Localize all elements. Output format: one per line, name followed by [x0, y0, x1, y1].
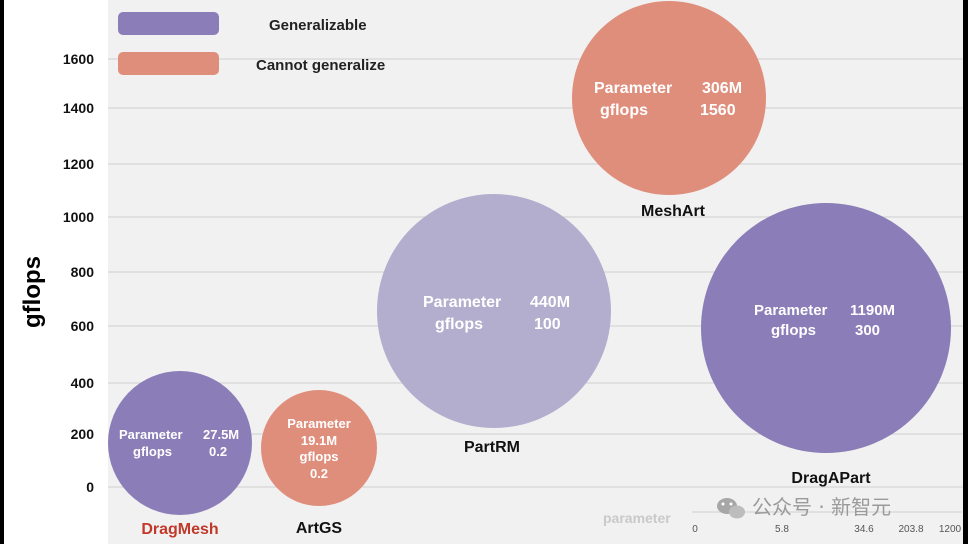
x-axis-title: parameter — [603, 510, 671, 526]
x-tick-label: 1200 — [939, 524, 962, 535]
y-tick-labels: 0 200 400 600 800 1000 1200 1400 1600 — [63, 51, 94, 495]
watermark-text: 公众号 · 新智元 — [752, 495, 891, 519]
bubble-circle — [701, 203, 951, 453]
y-tick-label: 1200 — [63, 156, 94, 172]
bubble-label: gflops — [771, 322, 816, 339]
bubble-name: DragAPart — [791, 470, 871, 487]
bubble-label: gflops — [600, 102, 648, 119]
bubble-dragapart: Parameter 1190M gflops 300 DragAPart — [701, 203, 951, 487]
bubble-label: gflops — [133, 444, 172, 459]
legend-label: Generalizable — [269, 17, 367, 34]
bubble-name: MeshArt — [641, 203, 706, 220]
watermark: 公众号 · 新智元 — [717, 495, 891, 519]
legend-swatch — [118, 12, 219, 35]
bubble-label: 19.1M — [301, 433, 337, 448]
bubble-name: DragMesh — [141, 521, 218, 538]
bubble-label: Parameter — [287, 416, 351, 431]
x-tick-label: 0 — [692, 524, 698, 535]
bubble-circle — [261, 390, 377, 506]
legend-swatch — [118, 52, 219, 75]
x-tick-label: 5.8 — [775, 524, 789, 535]
x-tick-label: 203.8 — [898, 524, 923, 535]
bubble-label: Parameter — [119, 427, 183, 442]
y-tick-label: 200 — [71, 426, 95, 442]
y-tick-label: 600 — [71, 318, 95, 334]
bubble-partrm: Parameter 440M gflops 100 PartRM — [377, 194, 611, 456]
bubble-circle — [377, 194, 611, 428]
bubble-label: 100 — [534, 316, 561, 333]
bubble-label: 27.5M — [203, 427, 239, 442]
legend-label: Cannot generalize — [256, 57, 385, 74]
bubble-label: Parameter — [423, 294, 501, 311]
legend: Generalizable Cannot generalize — [118, 12, 385, 75]
bubble-name: ArtGS — [296, 520, 343, 537]
y-tick-label: 1000 — [63, 209, 94, 225]
bubble-circle — [108, 371, 252, 515]
x-tick-label: 34.6 — [854, 524, 874, 535]
y-tick-label: 1600 — [63, 51, 94, 67]
y-tick-label: 1400 — [63, 100, 94, 116]
bubble-name: PartRM — [464, 439, 520, 456]
y-tick-label: 400 — [71, 375, 95, 391]
bubble-label: gflops — [435, 316, 483, 333]
bubble-label: 306M — [702, 80, 742, 97]
bubble-meshart: Parameter 306M gflops 1560 MeshArt — [572, 1, 766, 220]
bubble-label: gflops — [300, 449, 339, 464]
y-tick-label: 800 — [71, 264, 95, 280]
wechat-icon — [717, 498, 745, 519]
bubble-dragmesh: Parameter 27.5M gflops 0.2 DragMesh — [108, 371, 252, 538]
y-tick-label: 0 — [86, 479, 94, 495]
bubble-circle — [572, 1, 766, 195]
bubble-label: 0.2 — [209, 444, 227, 459]
bubble-label: Parameter — [594, 80, 672, 97]
bubble-label: 300 — [855, 322, 880, 339]
x-axis: parameter 0 5.8 34.6 203.8 1200 — [603, 510, 962, 535]
bubble-label: 1560 — [700, 102, 736, 119]
bubble-label: 1190M — [850, 302, 895, 319]
bubble-label: 440M — [530, 294, 570, 311]
bubble-label: Parameter — [754, 302, 828, 319]
x-tick-labels: 0 5.8 34.6 203.8 1200 — [692, 524, 961, 535]
y-axis-label: gflops — [19, 256, 46, 328]
bubble-label: 0.2 — [310, 466, 328, 481]
